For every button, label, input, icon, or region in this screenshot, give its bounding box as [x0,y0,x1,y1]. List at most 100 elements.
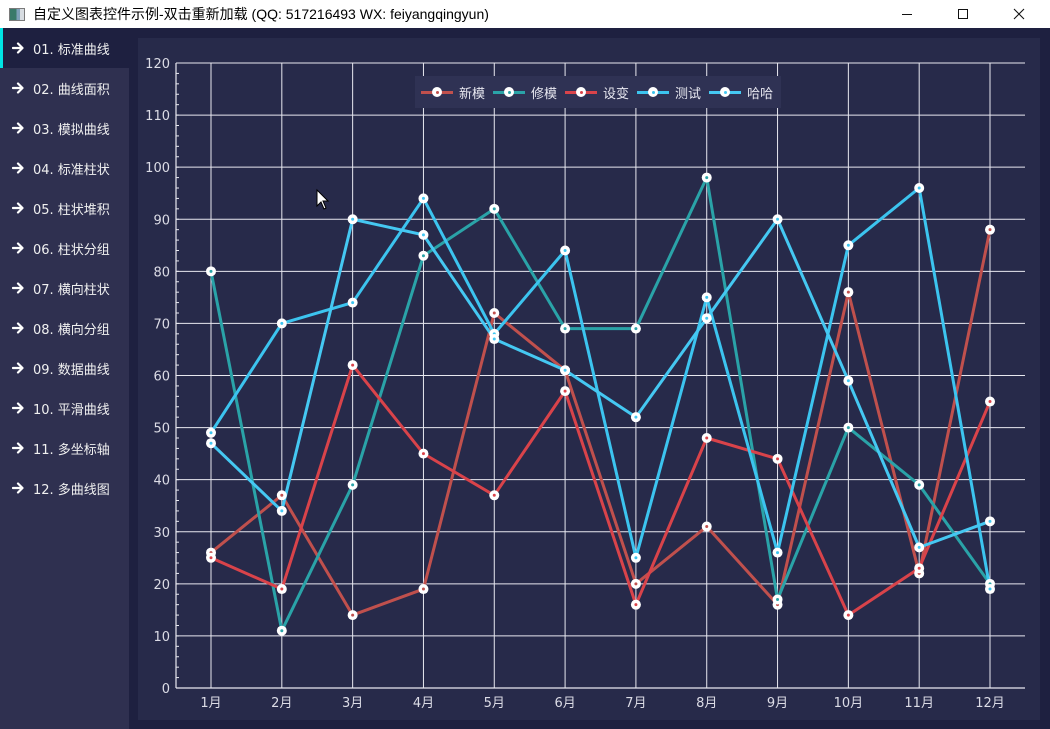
x-tick-label: 6月 [554,696,575,711]
maximize-button[interactable] [940,0,986,28]
y-tick-label: 80 [153,265,170,280]
y-tick-label: 70 [153,317,170,332]
sidebar-item-07[interactable]: 07. 横向柱状 [0,268,129,308]
arrow-right-icon [12,442,26,454]
series-markers-0 [206,224,995,621]
y-tick-label: 40 [153,474,170,489]
sidebar-item-label: 06. 柱状分组 [33,242,110,258]
close-icon [1013,8,1025,20]
minimize-button[interactable] [884,0,930,28]
arrow-right-icon [12,282,26,294]
y-tick-label: 20 [153,578,170,593]
legend-line-marker-icon [493,86,526,98]
series-0 [210,229,992,617]
window-title: 自定义图表控件示例-双击重新加载 (QQ: 517216493 WX: feiy… [33,6,489,22]
arrow-right-icon [12,122,26,134]
arrow-right-icon [12,202,26,214]
sidebar-item-label: 04. 标准柱状 [33,162,110,178]
y-tick-label: 90 [153,213,170,228]
x-tick-label: 10月 [834,696,864,711]
arrow-right-icon [12,402,26,414]
legend-label: 设变 [603,86,630,102]
sidebar-item-06[interactable]: 06. 柱状分组 [0,228,129,268]
sidebar-item-09[interactable]: 09. 数据曲线 [0,348,129,388]
title-bar: 自定义图表控件示例-双击重新加载 (QQ: 517216493 WX: feiy… [0,0,1050,28]
sidebar-item-11[interactable]: 11. 多坐标轴 [0,428,129,468]
legend-line-marker-icon [709,86,742,98]
legend-item-3[interactable]: 测试 [637,83,701,102]
legend-item-1[interactable]: 修模 [493,83,557,102]
arrow-right-icon [12,42,26,54]
series-markers-3 [206,183,995,595]
legend-line-marker-icon [565,86,598,98]
x-tick-label: 11月 [904,696,934,711]
mouse-cursor-icon [316,188,330,210]
legend-label: 修模 [531,86,558,102]
sidebar-item-01[interactable]: 01. 标准曲线 [0,28,129,68]
sidebar-item-label: 12. 多曲线图 [33,482,110,498]
x-tick-label: 12月 [975,696,1005,711]
y-tick-label: 30 [153,526,170,541]
maximize-icon [958,9,968,19]
sidebar-item-12[interactable]: 12. 多曲线图 [0,468,129,508]
main-area: 01. 标准曲线 02. 曲线面积 03. 模拟曲线 04. 标准柱状 05. 柱状堆积… [0,28,1050,729]
x-tick-label: 2月 [271,696,292,711]
sidebar-item-label: 10. 平滑曲线 [33,402,110,418]
x-tick-label: 8月 [696,696,717,711]
sidebar-item-label: 01. 标准曲线 [33,42,110,58]
sidebar-item-label: 05. 柱状堆积 [33,202,110,218]
y-tick-label: 50 [153,422,170,437]
series-3 [209,186,992,590]
legend-item-4[interactable]: 哈哈 [709,83,773,102]
sidebar-item-label: 11. 多坐标轴 [33,442,110,458]
legend-item-0[interactable]: 新模 [421,83,485,102]
sidebar-item-02[interactable]: 02. 曲线面积 [0,68,129,108]
sidebar: 01. 标准曲线 02. 曲线面积 03. 模拟曲线 04. 标准柱状 05. 柱状堆积… [0,28,129,729]
legend-line-marker-icon [637,86,670,98]
sidebar-item-label: 07. 横向柱状 [33,282,110,298]
series-markers-4 [206,214,995,553]
sidebar-item-label: 08. 横向分组 [33,322,110,338]
series-4 [209,217,991,549]
arrow-right-icon [12,162,26,174]
arrow-right-icon [12,362,26,374]
arrow-right-icon [12,322,26,334]
y-tick-label: 110 [145,109,170,124]
legend-item-2[interactable]: 设变 [565,83,629,102]
sidebar-item-label: 09. 数据曲线 [33,362,110,378]
arrow-right-icon [12,82,26,94]
y-tick-label: 120 [145,57,170,72]
y-tick-label: 10 [153,630,170,645]
close-button[interactable] [996,0,1042,28]
legend-label: 新模 [459,86,486,102]
sidebar-item-05[interactable]: 05. 柱状堆积 [0,188,129,228]
x-tick-label: 1月 [200,696,221,711]
chart-panel: 0 10 20 30 40 50 60 70 80 90 100 110 120 1月 2月 3月 4月 5月 6月… [138,38,1040,720]
x-tick-label: 7月 [625,696,646,711]
y-tick-label: 100 [145,161,170,176]
series-2 [210,363,992,617]
x-tick-label: 5月 [484,696,505,711]
sidebar-item-label: 03. 模拟曲线 [33,122,110,138]
arrow-right-icon [12,242,26,254]
line-chart: 0 10 20 30 40 50 60 70 80 90 100 110 120 1月 2月 3月 4月 5月 6月… [145,57,1025,711]
y-tick-label: 60 [153,370,170,385]
sidebar-item-label: 02. 曲线面积 [33,82,110,98]
chart-legend: 新模 修模 设变 测试 哈哈 [415,76,782,108]
y-tick-label: 0 [162,682,170,697]
arrow-right-icon [12,482,26,494]
x-tick-label: 4月 [413,696,434,711]
x-tick-label: 3月 [342,696,363,711]
sidebar-item-04[interactable]: 04. 标准柱状 [0,148,129,188]
minimize-icon [902,13,912,15]
legend-label: 测试 [675,86,702,102]
sidebar-item-08[interactable]: 08. 横向分组 [0,308,129,348]
series-1 [209,176,992,633]
legend-line-marker-icon [421,86,453,98]
x-tick-label: 9月 [767,696,788,711]
sidebar-item-10[interactable]: 10. 平滑曲线 [0,388,129,428]
sidebar-item-03[interactable]: 03. 模拟曲线 [0,108,129,148]
app-icon [9,7,25,21]
legend-label: 哈哈 [747,86,774,102]
series-markers-2 [206,360,995,621]
